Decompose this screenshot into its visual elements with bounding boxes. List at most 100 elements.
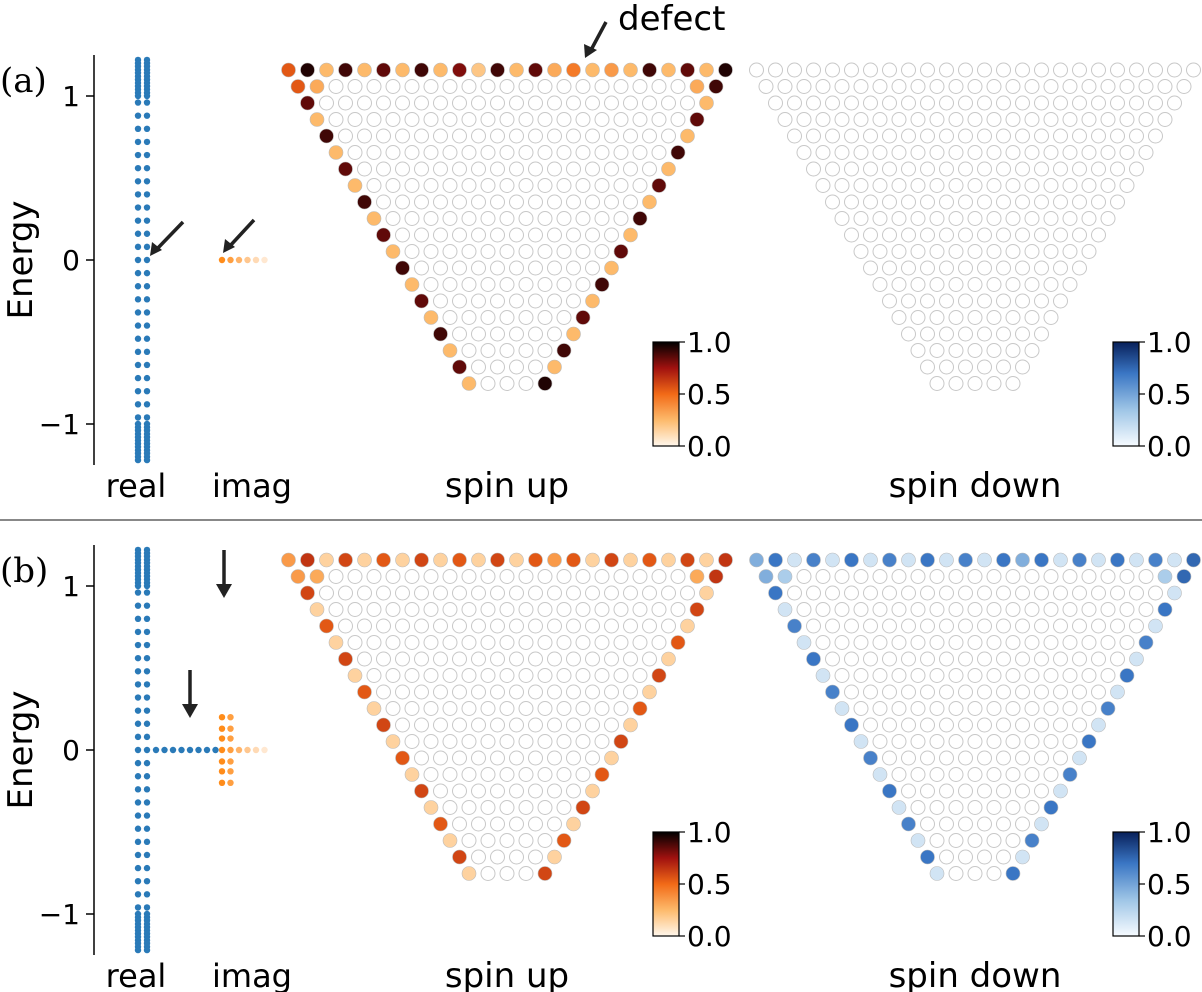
- lattice-site: [404, 79, 420, 94]
- lattice-site: [1015, 326, 1030, 342]
- lattice-site: [1081, 734, 1097, 749]
- lattice-site: [986, 178, 1002, 193]
- lattice-site: [395, 62, 410, 78]
- lattice-site: [1005, 112, 1021, 127]
- lattice-site: [414, 552, 429, 568]
- real-level-point: [143, 641, 151, 649]
- lattice-site: [1148, 585, 1163, 601]
- lattice-site: [490, 194, 505, 210]
- lattice-site: [699, 95, 714, 111]
- lattice-site: [844, 95, 859, 111]
- lattice-site: [977, 816, 992, 832]
- lattice-site: [1034, 816, 1049, 832]
- lattice-site: [1186, 62, 1201, 78]
- lattice-site: [863, 62, 878, 78]
- lattice-site: [882, 717, 897, 733]
- lattice-site: [806, 95, 821, 111]
- lattice-site: [490, 750, 505, 766]
- lattice-site: [556, 668, 572, 683]
- lattice-site: [423, 178, 439, 193]
- panel-label: (b): [0, 551, 48, 591]
- lattice-site: [575, 244, 591, 259]
- lattice-site: [1005, 376, 1021, 391]
- lattice-site: [480, 112, 496, 127]
- lattice-site: [518, 178, 534, 193]
- lattice-site: [948, 244, 964, 259]
- lattice-site: [689, 569, 705, 584]
- lattice-site: [433, 618, 448, 634]
- y-tick-label: 1: [62, 570, 80, 603]
- real-level-point: [134, 707, 142, 714]
- lattice-site: [385, 211, 401, 226]
- lattice-site: [480, 145, 496, 160]
- lattice-site: [613, 79, 629, 94]
- lattice-site: [499, 800, 515, 815]
- lattice-site: [910, 343, 926, 358]
- real-level-point: [134, 786, 142, 793]
- lattice-site: [594, 635, 610, 650]
- lattice-site: [891, 79, 907, 94]
- lattice-site: [452, 161, 467, 177]
- lattice-site: [815, 178, 831, 193]
- colorbar: [1112, 831, 1140, 937]
- lattice-site: [680, 552, 695, 568]
- lattice-site: [1005, 734, 1021, 749]
- real-zero-mode-point: [161, 746, 168, 754]
- lattice-site: [461, 767, 477, 782]
- lattice-site: [910, 668, 926, 683]
- lattice-site: [910, 79, 926, 94]
- lattice-site: [623, 128, 638, 144]
- lattice-site: [1053, 62, 1068, 78]
- real-level-point: [134, 759, 142, 767]
- lattice-site: [891, 701, 907, 716]
- lattice-site: [499, 244, 515, 259]
- lattice-site: [328, 79, 344, 94]
- lattice-site: [385, 635, 401, 650]
- lattice-site: [977, 227, 992, 243]
- lattice-site: [1053, 227, 1068, 243]
- real-level-point: [143, 456, 151, 464]
- lattice-site: [670, 635, 686, 650]
- lattice-site: [882, 618, 897, 634]
- lattice-site: [929, 277, 945, 292]
- lattice-site: [891, 211, 907, 226]
- lattice-site: [594, 178, 610, 193]
- lattice-site: [613, 145, 629, 160]
- lattice-site: [642, 552, 657, 568]
- lattice-site: [509, 260, 524, 276]
- lattice-site: [825, 128, 840, 144]
- lattice-site: [901, 326, 916, 342]
- lattice-site: [1005, 635, 1021, 650]
- lattice-site: [528, 128, 543, 144]
- lattice-site: [910, 602, 926, 617]
- real-level-point: [143, 256, 151, 264]
- lattice-site: [1129, 161, 1144, 177]
- lattice-site: [442, 767, 458, 782]
- lattice-site: [680, 585, 695, 601]
- imag-mode-point: [235, 746, 243, 754]
- lattice-site: [920, 62, 935, 78]
- lattice-site: [566, 194, 581, 210]
- lattice-site: [815, 635, 831, 650]
- lattice-site: [1053, 552, 1068, 568]
- lattice-site: [433, 128, 448, 144]
- lattice-site: [1005, 343, 1021, 358]
- lattice-site: [452, 816, 467, 832]
- real-level-point: [134, 99, 142, 106]
- lattice-site: [404, 734, 420, 749]
- real-level-point: [143, 243, 151, 251]
- lattice-site: [623, 227, 638, 243]
- lattice-site: [575, 602, 591, 617]
- lattice-site: [376, 618, 391, 634]
- lattice-site: [433, 293, 448, 309]
- lattice-site: [661, 585, 676, 601]
- real-level-point: [134, 243, 142, 251]
- lattice-site: [490, 684, 505, 700]
- lattice-site: [891, 310, 907, 325]
- lattice-site: [986, 569, 1002, 584]
- lattice-site: [433, 651, 448, 667]
- lattice-site: [414, 585, 429, 601]
- lattice-site: [433, 194, 448, 210]
- zero-mode-arrow-real: [154, 220, 185, 252]
- lattice-site: [490, 293, 505, 309]
